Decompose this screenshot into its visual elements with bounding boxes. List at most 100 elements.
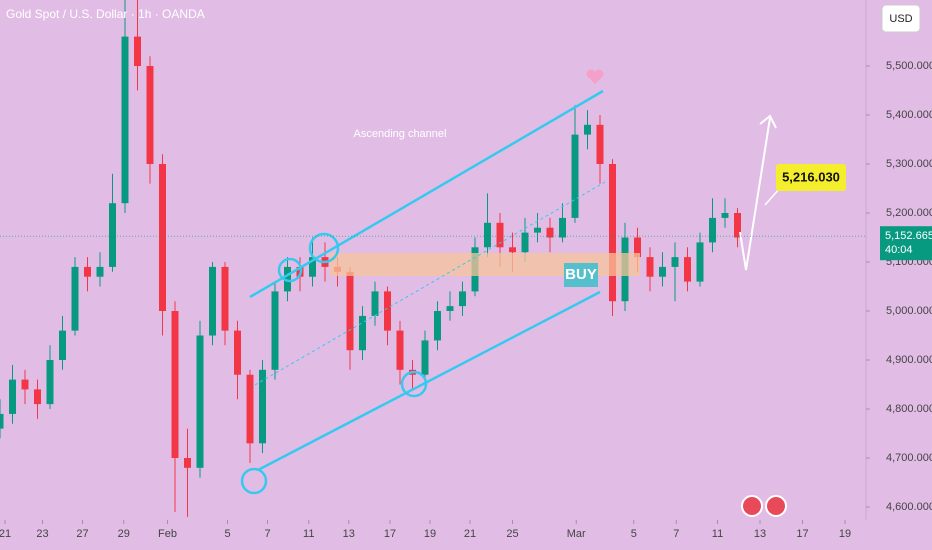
candle-body — [659, 266, 666, 277]
x-tick-label: 7 — [673, 528, 679, 540]
candle-body — [509, 247, 516, 253]
candle-body — [609, 164, 616, 302]
y-tick-label: 4,900.000 — [886, 354, 932, 366]
candle-body — [59, 330, 66, 361]
candle-body — [534, 227, 541, 233]
candle-body — [634, 237, 641, 258]
x-tick-label: 5 — [224, 528, 230, 540]
y-tick-label: 5,400.000 — [886, 109, 932, 121]
target-box — [776, 164, 846, 191]
candle-body — [684, 257, 691, 282]
drawings — [240, 69, 787, 517]
candle-body — [259, 369, 266, 444]
event-icon — [765, 495, 787, 517]
candle-body — [521, 232, 529, 253]
candle-body — [159, 164, 166, 312]
y-tick-label: 5,500.000 — [886, 60, 932, 72]
x-tick-label: Feb — [158, 528, 177, 540]
candle-body — [34, 389, 41, 405]
candle-body — [46, 360, 54, 405]
candle-body — [709, 217, 716, 243]
candle-body — [271, 291, 279, 370]
candle-body — [646, 257, 654, 277]
y-tick-label: 4,700.000 — [886, 452, 932, 464]
candle-body — [196, 335, 204, 468]
candle-body — [9, 379, 16, 414]
candle-body — [96, 266, 104, 277]
target-label: 5,216.030 — [782, 169, 840, 184]
candle-body — [484, 222, 491, 248]
connector — [764, 187, 781, 206]
x-tick-label: 29 — [118, 528, 130, 540]
x-tick-label: 21 — [464, 528, 476, 540]
y-tick-label: 5,000.000 — [886, 305, 932, 317]
last-price-box — [880, 226, 932, 261]
candle-body — [596, 124, 604, 165]
candle-body — [459, 291, 466, 307]
currency-box[interactable] — [881, 4, 921, 33]
candle-body — [546, 227, 554, 238]
channel-mid — [254, 181, 606, 386]
x-tick-label: 19 — [839, 528, 851, 540]
x-tick-label: 25 — [506, 528, 518, 540]
x-tick-label: Mar — [567, 528, 586, 540]
x-tick-label: 21 — [0, 528, 11, 540]
candle-body — [171, 311, 179, 459]
candle-body — [721, 213, 729, 218]
candle-body — [221, 266, 229, 331]
x-tick-label: 17 — [796, 528, 808, 540]
event-icon — [741, 495, 763, 517]
buy-label: BUY — [565, 266, 597, 283]
x-tick-label: 13 — [754, 528, 766, 540]
candle-body — [0, 413, 4, 429]
y-tick-label: 5,200.000 — [886, 207, 932, 219]
arrow-head — [759, 114, 777, 129]
channel-upper — [249, 89, 604, 299]
candle-body — [234, 330, 241, 375]
candle-body — [346, 271, 354, 351]
x-tick-label: 11 — [303, 528, 314, 540]
candle-body — [21, 379, 29, 390]
channel-lower — [257, 290, 601, 472]
x-tick-label: 11 — [712, 528, 723, 540]
candle-body — [584, 124, 591, 135]
candle-body — [571, 134, 579, 218]
circle — [277, 257, 303, 283]
zone — [330, 253, 640, 276]
candle-body — [71, 266, 79, 331]
y-tick-label: 4,800.000 — [886, 403, 932, 415]
candle-body — [246, 374, 254, 444]
heart — [586, 69, 604, 84]
candle-body — [734, 213, 741, 238]
annotation: Ascending channel — [354, 128, 447, 140]
buy-label-bg — [564, 263, 598, 287]
candle-body — [121, 36, 129, 204]
candle-body — [209, 266, 216, 336]
candle-body — [671, 257, 679, 267]
candle-body — [309, 257, 316, 277]
candle-body — [371, 291, 379, 316]
candle-body — [359, 315, 366, 351]
candle-body — [134, 36, 141, 67]
x-tick-label: 27 — [76, 528, 88, 540]
x-tick-label: 13 — [343, 528, 355, 540]
candle-body — [446, 306, 454, 312]
arrow — [739, 117, 771, 271]
countdown: 40:04 — [885, 244, 913, 256]
candles — [0, 0, 741, 517]
candle-body — [396, 330, 404, 370]
currency[interactable]: USD — [889, 13, 912, 25]
candle-body — [284, 266, 291, 292]
candle-body — [84, 266, 91, 277]
candle-body — [384, 291, 391, 331]
candle-body — [109, 203, 116, 267]
x-tick-label: 7 — [264, 528, 270, 540]
last-price: 5,152.665 — [885, 230, 932, 242]
candle-body — [421, 340, 429, 375]
chart-title: Gold Spot / U.S. Dollar · 1h · OANDA — [6, 7, 205, 21]
candle-body — [696, 242, 704, 282]
candle-body — [496, 222, 504, 248]
x-tick-label: 17 — [384, 528, 396, 540]
circle — [400, 370, 428, 398]
